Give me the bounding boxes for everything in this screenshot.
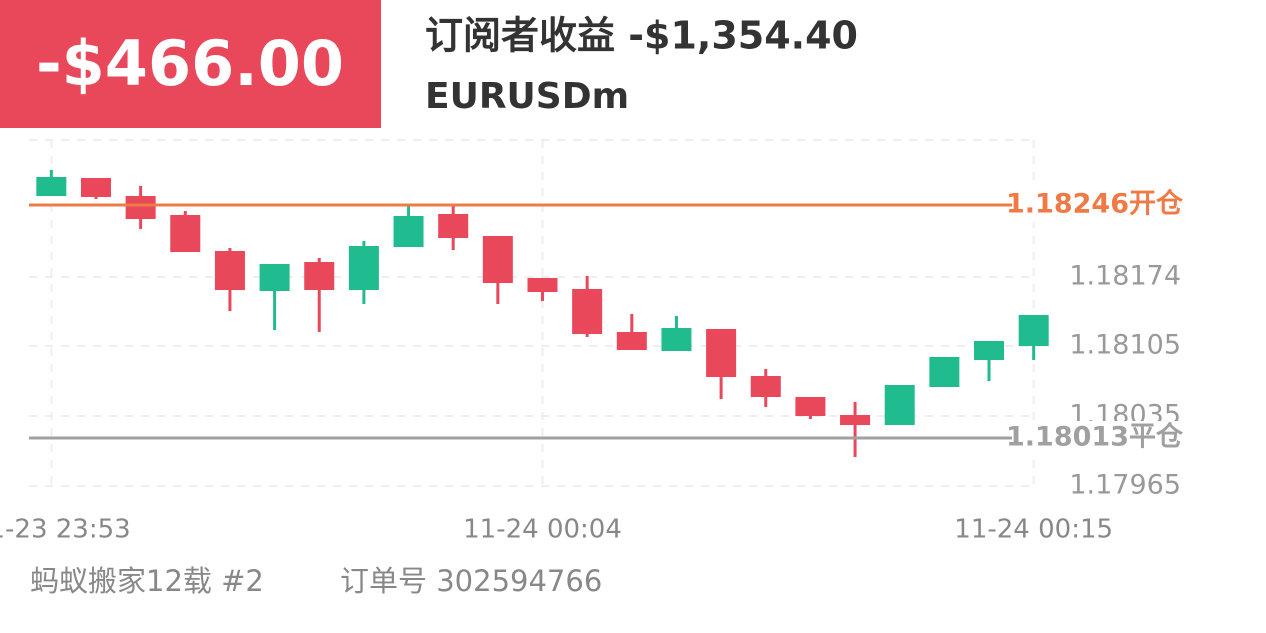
- candle-body: [795, 397, 826, 416]
- reference-label-bg: [1012, 188, 1187, 222]
- candle-body: [974, 341, 1005, 360]
- symbol: EURUSDm: [425, 76, 629, 117]
- reference-label: 1.18246开仓: [1006, 189, 1184, 220]
- candle-body: [214, 251, 245, 290]
- candle-body: [36, 177, 67, 196]
- candle-body: [80, 178, 111, 197]
- x-tick-label: 11-24 00:15: [954, 515, 1113, 545]
- candle-body: [125, 196, 156, 219]
- reference-label: 1.18013平仓: [1006, 422, 1184, 453]
- pnl: -$466.00: [36, 27, 344, 100]
- candle-body: [1018, 315, 1049, 346]
- y-tick-label: 1.18174: [1069, 261, 1181, 292]
- x-tick-label: 11-23 23:53: [0, 515, 131, 545]
- candle-body: [348, 246, 379, 290]
- x-tick-label: 11-24 00:04: [463, 515, 622, 545]
- account: 蚂蚁搬家12载 #2: [30, 564, 264, 598]
- candle-body: [170, 215, 201, 252]
- candle-body: [572, 289, 603, 334]
- candle-body: [438, 214, 469, 238]
- candle-body: [706, 329, 737, 377]
- reference-label-bg: [1012, 421, 1187, 455]
- y-tick-label: 1.18105: [1069, 330, 1181, 361]
- candle-body: [259, 264, 290, 291]
- y-tick-label: 1.17965: [1069, 470, 1181, 501]
- candle-body: [304, 262, 335, 290]
- candle-body: [482, 236, 513, 283]
- candle-body: [661, 328, 692, 351]
- candle-body: [929, 357, 960, 387]
- pnl-badge: [0, 0, 381, 128]
- candle-body: [884, 385, 915, 425]
- candle-body: [750, 376, 781, 397]
- candle-body: [616, 332, 647, 350]
- subscriber-pnl: 订阅者收益 -$1,354.40: [425, 14, 858, 58]
- candle-body: [393, 216, 424, 247]
- candle-body: [840, 415, 871, 425]
- order-number: 订单号 302594766: [340, 564, 602, 598]
- candle-body: [527, 278, 558, 292]
